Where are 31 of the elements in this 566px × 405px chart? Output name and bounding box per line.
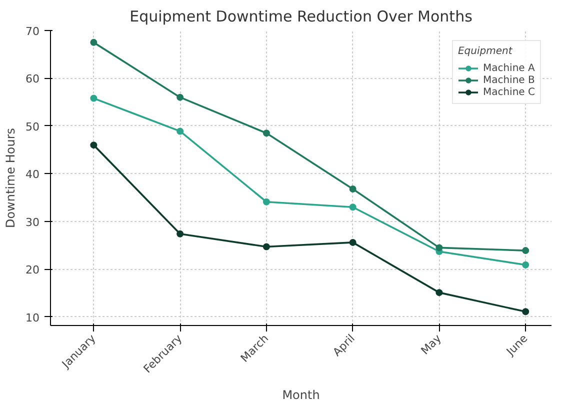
point: [436, 289, 443, 296]
point: [436, 244, 443, 252]
point: [349, 204, 356, 211]
y-tick-label: 40: [26, 168, 40, 182]
point: [90, 94, 98, 102]
legend-label: Machine B: [482, 74, 535, 86]
y-tick-label: 60: [26, 72, 40, 86]
point: [90, 38, 98, 46]
point: [176, 94, 184, 101]
y-tick-label: 20: [26, 264, 40, 277]
legend-label: Machine C: [482, 86, 535, 98]
point: [262, 130, 270, 137]
point: [90, 142, 98, 149]
point: [349, 238, 356, 246]
point: [522, 261, 530, 268]
chart-title: Equipment Downtime Reduction Over Months: [130, 8, 473, 26]
point: [176, 128, 184, 135]
point: [262, 198, 270, 206]
x-axis-title: Month: [282, 388, 320, 402]
point: [522, 308, 530, 316]
point: [176, 230, 184, 238]
point: [522, 247, 530, 254]
legend-label: Machine A: [482, 62, 535, 74]
y-tick-label: 10: [26, 311, 40, 324]
y-tick-label: 30: [26, 216, 40, 229]
y-tick-label: 50: [26, 120, 40, 134]
legend-title: Equipment: [458, 46, 514, 57]
point: [349, 185, 356, 192]
y-axis-title: Downtime Hours: [4, 128, 18, 228]
y-tick-label: 70: [26, 25, 40, 38]
point: [262, 243, 270, 250]
